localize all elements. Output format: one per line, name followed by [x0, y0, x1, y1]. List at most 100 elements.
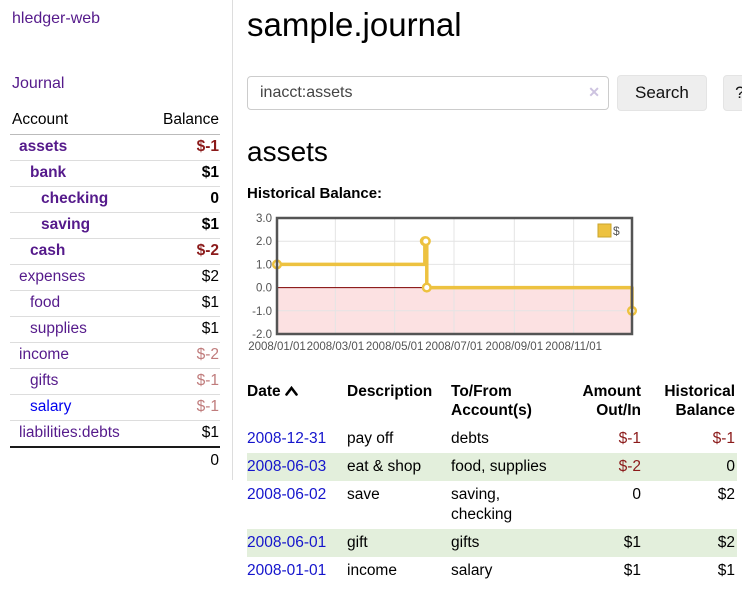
account-balance: $-2 — [146, 342, 220, 369]
description-column-header: Description — [347, 382, 433, 400]
svg-text:1.0: 1.0 — [256, 259, 272, 271]
account-balance: $1 — [146, 212, 220, 239]
register-row: 2008-06-03 eat & shop food, supplies $-2… — [247, 452, 737, 482]
account-balance: $2 — [146, 264, 220, 291]
account-link[interactable]: expenses — [19, 268, 86, 285]
account-balance: $-1 — [146, 394, 220, 421]
account-link[interactable]: food — [30, 294, 61, 311]
transaction-date-link[interactable]: 2008-06-03 — [247, 457, 327, 475]
register-table: Date Description To/From Account(s) Amou… — [247, 381, 737, 586]
transaction-description: save — [347, 486, 380, 504]
transaction-balance: $-1 — [712, 429, 735, 447]
account-row: gifts $-1 — [10, 368, 220, 395]
account-row: salary $-1 — [10, 394, 220, 421]
transaction-description: gift — [347, 534, 368, 552]
accounts-column-header: To/From Account(s) — [451, 382, 532, 419]
account-column-header: Account — [10, 107, 147, 135]
amount-column-header: Amount Out/In — [582, 382, 641, 419]
account-balance: $-1 — [146, 368, 220, 395]
transaction-date-link[interactable]: 2008-12-31 — [247, 429, 327, 447]
transaction-amount: 0 — [632, 486, 641, 504]
transaction-accounts: salary — [451, 562, 493, 580]
account-row: income $-2 — [10, 342, 220, 369]
transaction-date-link[interactable]: 2008-06-01 — [247, 534, 327, 552]
account-balance: $-2 — [146, 238, 220, 265]
account-row: supplies $1 — [10, 316, 220, 343]
transaction-amount: $1 — [623, 562, 641, 580]
account-link[interactable]: assets — [19, 138, 68, 155]
main-content: sample.journal ✕ Search ? assets Histori… — [233, 0, 742, 606]
account-link[interactable]: saving — [41, 216, 91, 233]
transaction-amount: $1 — [623, 534, 641, 552]
account-row: assets $-1 — [10, 134, 220, 161]
accounts-total-row: 0 — [10, 447, 220, 470]
help-button[interactable]: ? — [722, 74, 742, 111]
account-balance: $1 — [146, 420, 220, 448]
transaction-accounts: gifts — [451, 534, 480, 552]
transaction-accounts: saving, checking — [451, 486, 513, 524]
historical-balance-chart[interactable]: $3.0 2.0 1.0 0.0 -1.0 -2.0 2008/01/01 2008/03/0… — [247, 212, 639, 364]
account-row: bank $1 — [10, 160, 220, 187]
register-row: 2008-12-31 pay off debts $-1 $-1 — [247, 425, 737, 453]
register-row: 2008-06-02 save saving, checking 0 $2 — [247, 481, 737, 529]
transaction-accounts: food, supplies — [451, 457, 547, 475]
transaction-balance: $2 — [717, 486, 735, 504]
accounts-table: Account Balance assets $-1 bank $1 — [10, 107, 220, 470]
svg-text:-2.0: -2.0 — [252, 329, 272, 341]
account-link[interactable]: liabilities:debts — [19, 424, 120, 441]
sort-ascending-icon — [284, 384, 298, 403]
clear-search-icon[interactable]: ✕ — [588, 83, 600, 100]
transaction-balance: $2 — [717, 534, 735, 552]
transaction-balance: $1 — [717, 562, 735, 580]
svg-text:3.0: 3.0 — [256, 213, 272, 225]
search-bar: ✕ Search ? — [247, 74, 742, 111]
historical-balance-column-header: Historical Balance — [664, 382, 735, 419]
accounts-header-row: Account Balance — [10, 107, 220, 135]
account-link[interactable]: bank — [30, 164, 67, 181]
account-link[interactable]: supplies — [30, 320, 87, 337]
account-heading: assets — [247, 135, 328, 167]
transaction-date-link[interactable]: 2008-01-01 — [247, 562, 327, 580]
svg-text:2008/03/01: 2008/03/01 — [307, 341, 365, 353]
sidebar: hledger-web Journal Account Balance asse… — [0, 0, 233, 480]
svg-text:-1.0: -1.0 — [252, 306, 272, 318]
transaction-amount: $-1 — [618, 429, 641, 447]
account-balance: $-1 — [146, 134, 220, 161]
balance-column-header: Balance — [146, 107, 220, 135]
page-title: sample.journal — [247, 6, 462, 43]
account-row: checking 0 — [10, 186, 220, 213]
account-link[interactable]: gifts — [30, 372, 59, 389]
register-row: 2008-01-01 income salary $1 $1 — [247, 557, 737, 585]
register-header-row: Date Description To/From Account(s) Amou… — [247, 381, 737, 425]
transaction-date-link[interactable]: 2008-06-02 — [247, 486, 327, 504]
search-input[interactable] — [247, 75, 609, 110]
svg-text:2.0: 2.0 — [256, 236, 272, 248]
search-button[interactable]: Search — [617, 74, 707, 111]
accounts-total-value: 0 — [210, 452, 219, 469]
account-row: cash $-2 — [10, 238, 220, 265]
transaction-description: income — [347, 562, 397, 580]
transaction-description: pay off — [347, 429, 394, 447]
account-link[interactable]: cash — [30, 242, 66, 259]
chart-title: Historical Balance: — [247, 184, 383, 202]
journal-link[interactable]: Journal — [12, 75, 65, 92]
transaction-description: eat & shop — [347, 457, 422, 475]
account-balance: $1 — [146, 160, 220, 187]
date-column-header[interactable]: Date — [247, 381, 347, 425]
svg-text:2008/11/01: 2008/11/01 — [545, 341, 602, 353]
svg-text:2008/05/01: 2008/05/01 — [366, 341, 424, 353]
svg-text:2008/07/01: 2008/07/01 — [425, 341, 483, 353]
svg-text:0.0: 0.0 — [256, 283, 272, 295]
account-row: saving $1 — [10, 212, 220, 239]
account-balance: 0 — [146, 186, 220, 213]
account-link[interactable]: salary — [30, 398, 72, 415]
account-link[interactable]: checking — [41, 190, 109, 207]
account-row: expenses $2 — [10, 264, 220, 291]
account-row: liabilities:debts $1 — [10, 420, 220, 448]
svg-text:2008/09/01: 2008/09/01 — [486, 341, 544, 353]
account-link[interactable]: income — [19, 346, 69, 363]
app-title-link[interactable]: hledger-web — [12, 10, 101, 27]
register-row: 2008-06-01 gift gifts $1 $2 — [247, 529, 737, 558]
account-row: food $1 — [10, 290, 220, 317]
